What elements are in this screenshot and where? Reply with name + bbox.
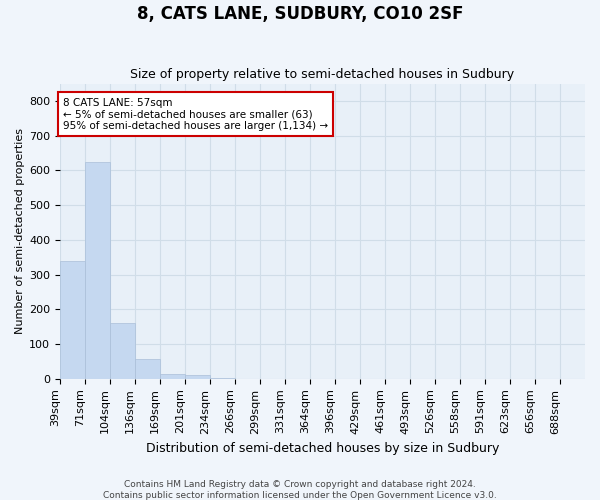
X-axis label: Distribution of semi-detached houses by size in Sudbury: Distribution of semi-detached houses by … <box>146 442 499 455</box>
Bar <box>210 378 235 379</box>
Bar <box>60 260 85 379</box>
Text: 8 CATS LANE: 57sqm
← 5% of semi-detached houses are smaller (63)
95% of semi-det: 8 CATS LANE: 57sqm ← 5% of semi-detached… <box>63 98 328 130</box>
Y-axis label: Number of semi-detached properties: Number of semi-detached properties <box>15 128 25 334</box>
Title: Size of property relative to semi-detached houses in Sudbury: Size of property relative to semi-detach… <box>130 68 515 81</box>
Bar <box>160 374 185 379</box>
Bar <box>110 323 135 379</box>
Bar <box>85 162 110 379</box>
Bar <box>135 359 160 379</box>
Bar <box>185 376 210 379</box>
Text: Contains HM Land Registry data © Crown copyright and database right 2024.
Contai: Contains HM Land Registry data © Crown c… <box>103 480 497 500</box>
Text: 8, CATS LANE, SUDBURY, CO10 2SF: 8, CATS LANE, SUDBURY, CO10 2SF <box>137 5 463 23</box>
